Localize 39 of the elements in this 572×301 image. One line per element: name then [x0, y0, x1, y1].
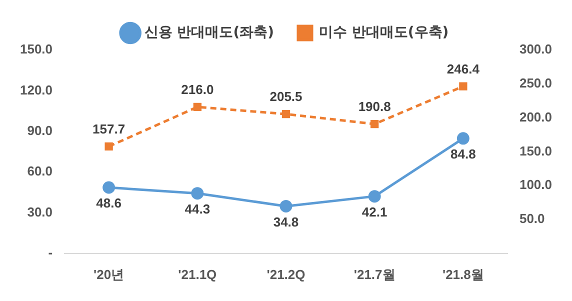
point — [456, 132, 470, 145]
data-label: 157.7 — [92, 122, 126, 137]
x-tick-label: '21.7월 — [354, 266, 396, 282]
data-label: 246.4 — [446, 61, 480, 76]
y2-tick-label: 250.0 — [519, 75, 552, 90]
y-tick-label: 150.0 — [20, 42, 53, 57]
legend-label: 미수 반대매도(우축) — [319, 24, 449, 41]
point — [370, 120, 379, 128]
point — [104, 142, 113, 151]
point — [102, 181, 116, 194]
point — [459, 82, 468, 90]
data-label: 84.8 — [450, 146, 476, 162]
x-tick-label: '21.1Q — [178, 266, 217, 282]
y2-tick-label: 200.0 — [519, 109, 552, 124]
data-label: 216.0 — [181, 82, 214, 98]
x-tick-label: '21.8월 — [442, 266, 484, 282]
y-tick-label: 120.0 — [20, 82, 53, 98]
data-label: 190.8 — [358, 99, 391, 114]
x-tick-label: '20년 — [94, 266, 124, 282]
point — [368, 190, 381, 203]
point — [193, 102, 202, 112]
y2-tick-label: 50.0 — [519, 211, 545, 226]
point — [280, 200, 292, 212]
data-label: 48.6 — [96, 196, 122, 211]
x-tick-label: '21.2Q — [266, 266, 306, 282]
y-tick-label: - — [48, 244, 53, 260]
data-label: 34.8 — [273, 214, 299, 230]
point — [191, 187, 204, 200]
y-tick-label: 30.0 — [27, 204, 53, 220]
y-tick-label: 60.0 — [27, 164, 53, 179]
data-label: 205.5 — [270, 89, 302, 104]
y2-tick-label: 300.0 — [519, 42, 552, 57]
y2-tick-label: 100.0 — [519, 177, 552, 192]
data-label: 44.3 — [184, 201, 210, 216]
point — [282, 110, 290, 118]
y-tick-label: 90.0 — [27, 122, 53, 138]
y2-tick-label: 150.0 — [519, 143, 552, 158]
data-label: 42.1 — [362, 204, 388, 220]
legend-label: 신용 반대매도(좌축) — [144, 24, 274, 41]
